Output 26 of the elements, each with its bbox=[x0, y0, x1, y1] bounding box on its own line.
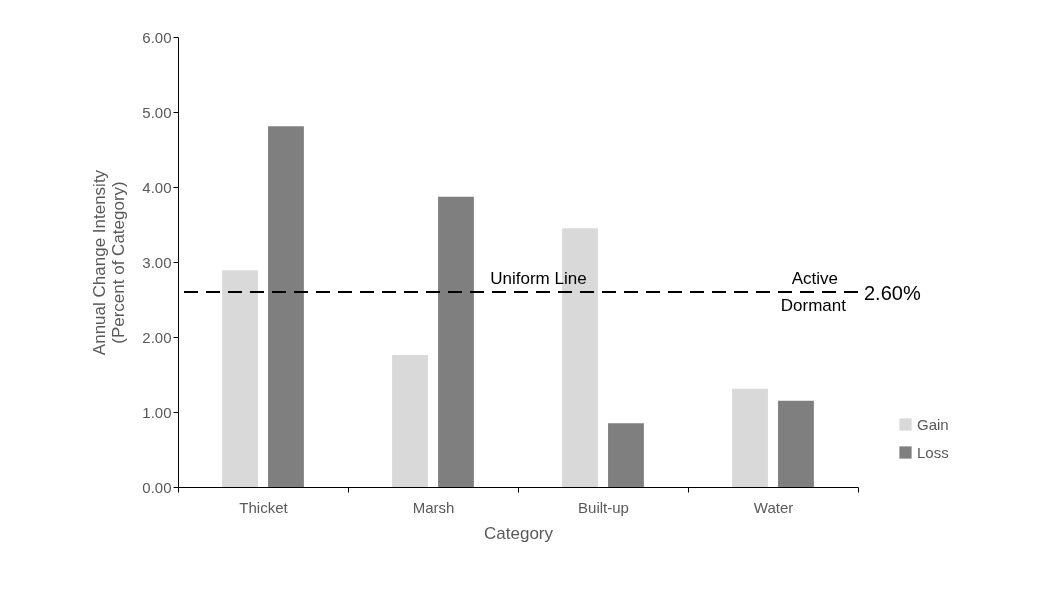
bar bbox=[268, 126, 304, 487]
x-tick-label: Water bbox=[753, 498, 794, 516]
bar bbox=[778, 400, 814, 487]
x-tick-label: Marsh bbox=[412, 498, 455, 516]
legend-label: Gain bbox=[917, 415, 949, 433]
x-axis-title: Category bbox=[484, 523, 554, 543]
y-tick-label: 0.00 bbox=[142, 478, 172, 496]
x-tick-label: Thicket bbox=[239, 498, 289, 516]
x-tick-label: Built-up bbox=[578, 498, 629, 516]
bar bbox=[438, 196, 474, 487]
annotation: Dormant bbox=[780, 296, 847, 315]
y-tick-label: 6.00 bbox=[142, 28, 172, 46]
legend-label: Loss bbox=[917, 443, 949, 461]
y-tick-label: 5.00 bbox=[142, 103, 172, 121]
bar bbox=[222, 270, 258, 487]
y-tick-label: 2.00 bbox=[142, 328, 172, 346]
ref-line-label: Uniform Line bbox=[490, 269, 587, 288]
bar bbox=[732, 388, 768, 487]
text: 2.60% bbox=[864, 282, 921, 304]
y-tick-label: 3.00 bbox=[142, 253, 172, 271]
bar bbox=[608, 423, 644, 487]
y-axis-title: Annual Change Intensity (Percent of Category) bbox=[90, 169, 129, 356]
y-tick-label: 4.00 bbox=[142, 178, 172, 196]
annotation: Active bbox=[791, 269, 838, 288]
bar bbox=[392, 355, 428, 487]
y-tick-label: 1.00 bbox=[142, 403, 172, 421]
